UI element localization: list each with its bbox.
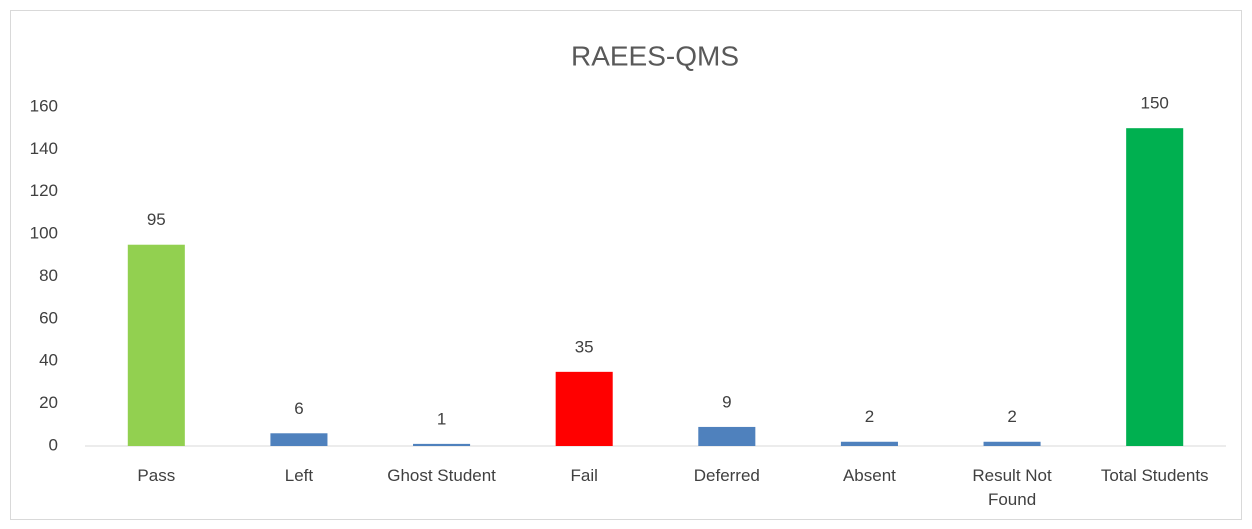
y-tick-label: 100 — [30, 224, 58, 243]
y-tick-label: 0 — [49, 435, 58, 454]
y-tick-label: 160 — [30, 96, 58, 115]
data-label: 35 — [575, 337, 594, 356]
data-label: 2 — [865, 407, 874, 426]
x-tick-label: Pass — [137, 466, 176, 485]
bar — [127, 244, 185, 446]
x-tick-label: Total Students — [1100, 466, 1209, 485]
bar — [983, 441, 1041, 446]
x-tick-label: Ghost Student — [387, 466, 496, 485]
y-tick-label: 60 — [39, 308, 58, 327]
x-tick-label: Absent — [842, 466, 896, 485]
chart-title: RAEES-QMS — [571, 40, 739, 71]
bar — [555, 371, 613, 446]
data-label: 9 — [722, 392, 731, 411]
chart-border — [10, 10, 1242, 520]
y-tick-label: 20 — [39, 393, 58, 412]
bar — [1126, 128, 1184, 446]
y-tick-label: 120 — [30, 181, 58, 200]
x-tick-label: Fail — [570, 466, 598, 485]
y-tick-label: 80 — [39, 266, 58, 285]
bar — [840, 441, 898, 446]
data-label: 2 — [1007, 407, 1016, 426]
x-tick-label: Deferred — [693, 466, 760, 485]
data-label: 95 — [147, 210, 166, 229]
x-tick-label: Result Not Found — [972, 466, 1052, 509]
y-tick-label: 140 — [30, 139, 58, 158]
bar — [698, 426, 756, 446]
y-tick-label: 40 — [39, 351, 58, 370]
data-label: 1 — [437, 409, 446, 428]
data-label: 150 — [1141, 94, 1169, 113]
bar — [270, 433, 328, 446]
x-tick-label: Left — [284, 466, 314, 485]
bar — [413, 443, 471, 446]
data-label: 6 — [294, 399, 303, 418]
